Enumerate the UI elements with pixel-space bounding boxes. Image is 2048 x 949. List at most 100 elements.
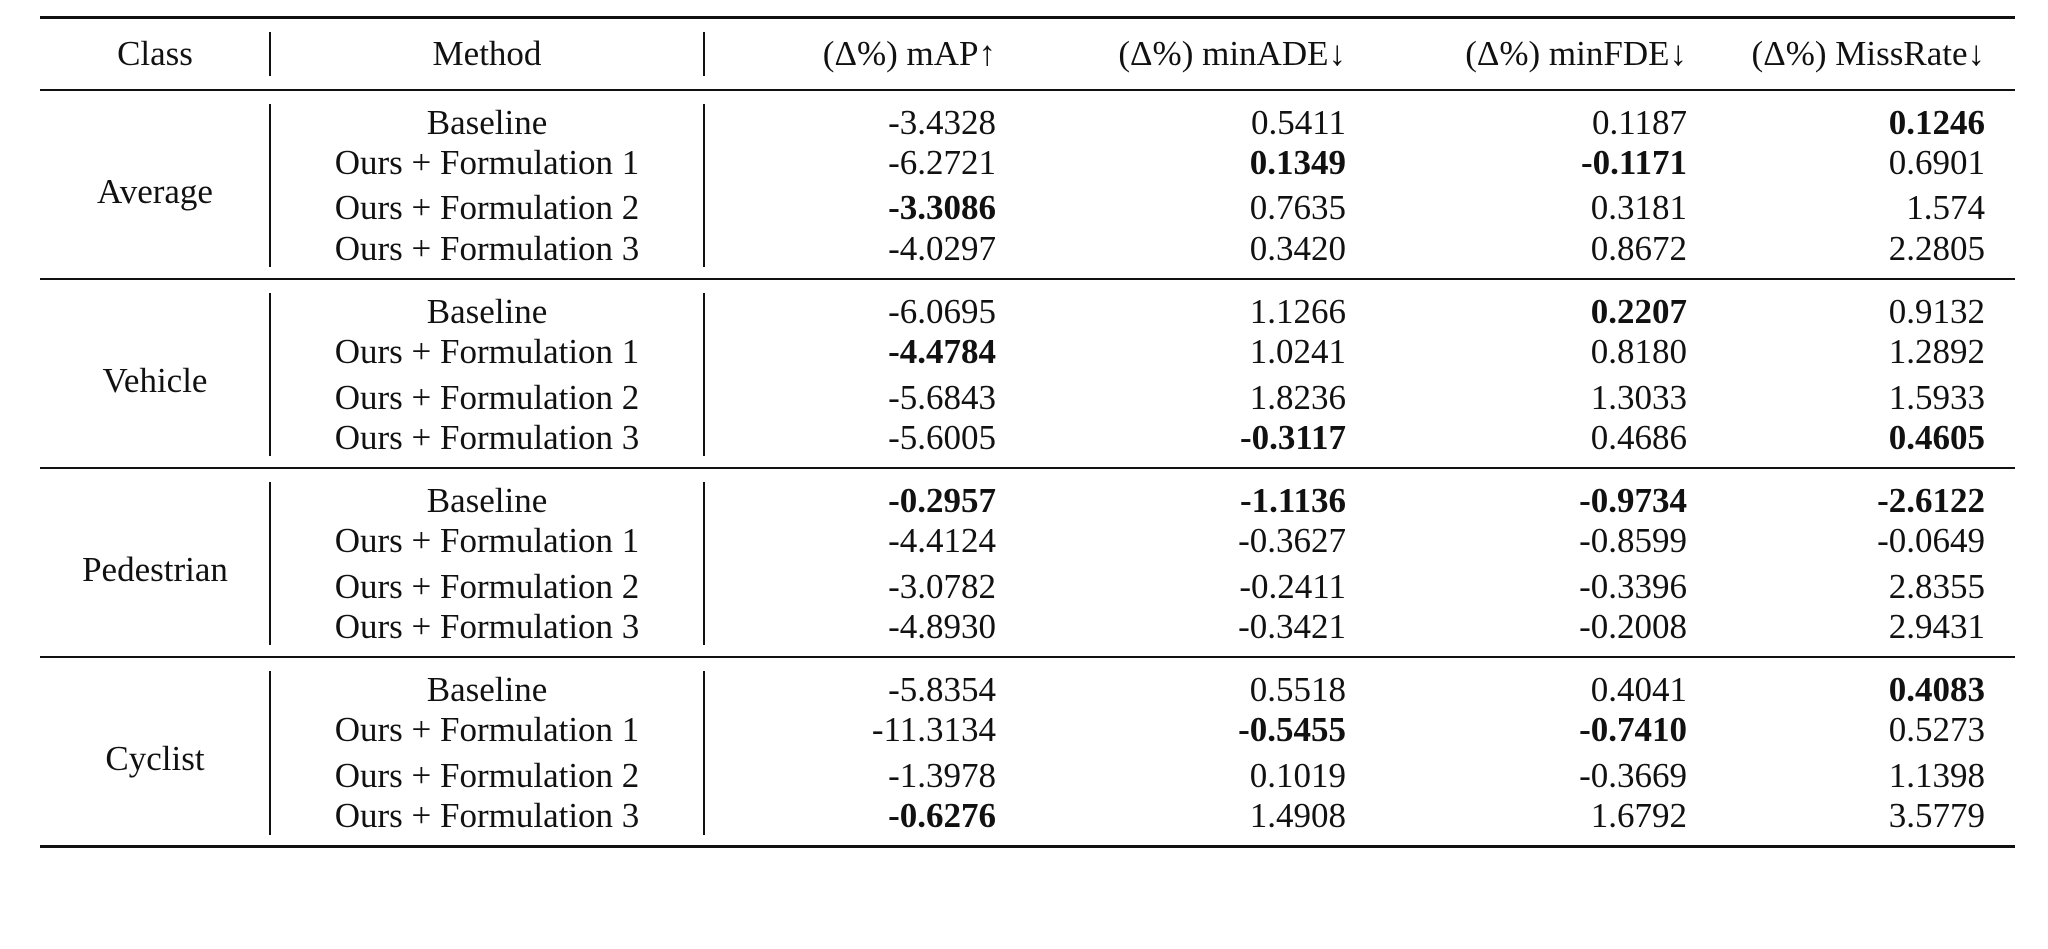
- cell-minfde: 0.3181: [1590, 188, 1687, 228]
- table-row: Ours + Formulation 3 -0.6276 1.4908 1.6792 3…: [40, 798, 2015, 847]
- cell-minfde: 1.3033: [1590, 377, 1687, 417]
- method-cell: Ours + Formulation 1: [334, 331, 640, 371]
- method-cell: Ours + Formulation 1: [334, 710, 640, 750]
- table-row: Vehicle Baseline -6.0695 1.1266 0.2207 0.9132: [40, 279, 2015, 398]
- cell-minfde: 0.8672: [1590, 228, 1687, 268]
- column-separator: [269, 103, 271, 267]
- method-cell: Baseline: [426, 670, 548, 710]
- class-label: Average: [97, 171, 213, 211]
- cell-map: -5.6843: [888, 377, 996, 417]
- table-row: Ours + Formulation 1 -4.4124 -0.3627 -0.859…: [40, 518, 2015, 564]
- table-row: Ours + Formulation 3 -4.8930 -0.3421 -0.200…: [40, 609, 2015, 657]
- method-cell: Baseline: [426, 102, 548, 142]
- header-minade: (Δ%) minADE↓: [1118, 33, 1346, 73]
- cell-missrate: 0.1246: [1888, 102, 1985, 142]
- cell-minfde: -0.1171: [1581, 142, 1687, 182]
- cell-missrate: 0.5273: [1888, 710, 1985, 750]
- table-row: Ours + Formulation 3 -4.0297 0.3420 0.8672 2…: [40, 231, 2015, 279]
- group-cyclist: Cyclist Baseline -5.8354 0.5518 0.4041 0.4083…: [40, 657, 2015, 847]
- cell-minade: 0.7635: [1249, 188, 1346, 228]
- method-cell: Ours + Formulation 1: [334, 142, 640, 182]
- method-cell: Ours + Formulation 3: [334, 228, 640, 268]
- column-separator: [269, 481, 271, 646]
- table-row: Ours + Formulation 2 -3.0782 -0.2411 -0.339…: [40, 563, 2015, 609]
- cell-missrate: 1.1398: [1888, 755, 1985, 795]
- class-label: Vehicle: [102, 360, 208, 400]
- cell-map: -3.4328: [888, 102, 996, 142]
- column-separator: [703, 292, 705, 456]
- cell-missrate: -0.0649: [1877, 521, 1985, 561]
- header-missrate: (Δ%) MissRate↓: [1751, 33, 1985, 73]
- cell-map: -6.2721: [888, 142, 996, 182]
- column-separator: [703, 31, 705, 76]
- cell-minade: 0.5411: [1251, 102, 1346, 142]
- group-vehicle: Vehicle Baseline -6.0695 1.1266 0.2207 0.9132…: [40, 279, 2015, 468]
- table-row: Ours + Formulation 1 -6.2721 0.1349 -0.1171…: [40, 140, 2015, 186]
- cell-map: -3.3086: [888, 188, 996, 228]
- table-row: Ours + Formulation 1 -11.3134 -0.5455 -0.74…: [40, 707, 2015, 753]
- table-row: Ours + Formulation 3 -5.6005 -0.3117 0.4686…: [40, 420, 2015, 468]
- cell-minade: 1.1266: [1249, 291, 1346, 331]
- cell-map: -4.4124: [888, 521, 996, 561]
- method-cell: Ours + Formulation 1: [334, 521, 640, 561]
- table-row: Average Baseline -3.4328 0.5411 0.1187 0.1246: [40, 90, 2015, 209]
- cell-missrate: 0.4083: [1888, 670, 1985, 710]
- cell-minade: 0.5518: [1249, 670, 1346, 710]
- cell-map: -0.2957: [888, 480, 996, 520]
- method-cell: Ours + Formulation 3: [334, 796, 640, 836]
- cell-minade: -0.3117: [1240, 417, 1346, 457]
- method-cell: Baseline: [426, 291, 548, 331]
- cell-missrate: 1.5933: [1888, 377, 1985, 417]
- column-separator: [269, 671, 271, 835]
- column-separator: [703, 103, 705, 267]
- cell-minade: -0.3627: [1238, 521, 1346, 561]
- cell-missrate: -2.6122: [1877, 480, 1985, 520]
- method-cell: Ours + Formulation 2: [334, 566, 640, 606]
- method-cell: Ours + Formulation 3: [334, 417, 640, 457]
- cell-minade: 0.1349: [1249, 142, 1346, 182]
- cell-minfde: 0.4041: [1590, 670, 1687, 710]
- table-row: Cyclist Baseline -5.8354 0.5518 0.4041 0.4083: [40, 657, 2015, 776]
- cell-minade: 1.4908: [1249, 796, 1346, 836]
- cell-map: -4.8930: [888, 607, 996, 647]
- table-row: Pedestrian Baseline -0.2957 -1.1136 -0.9734-…: [40, 468, 2015, 587]
- method-cell: Baseline: [426, 480, 548, 520]
- cell-minfde: 0.2207: [1590, 291, 1687, 331]
- table-row: Ours + Formulation 2 -1.3978 0.1019 -0.3669…: [40, 753, 2015, 799]
- cell-minfde: -0.3669: [1579, 755, 1687, 795]
- header-map: (Δ%) mAP↑: [822, 33, 996, 73]
- class-label: Cyclist: [105, 739, 205, 779]
- method-cell: Ours + Formulation 3: [334, 607, 640, 647]
- table-row: Ours + Formulation 1 -4.4784 1.0241 0.8180 1…: [40, 329, 2015, 375]
- cell-minfde: 0.4686: [1590, 417, 1687, 457]
- column-separator: [703, 671, 705, 835]
- table-header: Class Method (Δ%) mAP↑ (Δ%) minADE↓ (Δ%)…: [40, 17, 2015, 90]
- cell-map: -5.6005: [888, 417, 996, 457]
- cell-missrate: 1.574: [1906, 188, 1985, 228]
- cell-minfde: 0.1187: [1592, 102, 1687, 142]
- method-cell: Ours + Formulation 2: [334, 188, 640, 228]
- cell-minade: -0.2411: [1239, 566, 1346, 606]
- header-class: Class: [117, 33, 193, 73]
- cell-map: -11.3134: [871, 710, 996, 750]
- header-row: Class Method (Δ%) mAP↑ (Δ%) minADE↓ (Δ%)…: [40, 17, 2015, 90]
- column-separator: [269, 31, 271, 76]
- cell-minfde: -0.7410: [1579, 710, 1687, 750]
- cell-minade: -0.5455: [1238, 710, 1346, 750]
- cell-missrate: 0.9132: [1888, 291, 1985, 331]
- cell-minfde: -0.2008: [1579, 607, 1687, 647]
- cell-missrate: 0.4605: [1888, 417, 1985, 457]
- cell-map: -6.0695: [888, 291, 996, 331]
- cell-minfde: 1.6792: [1590, 796, 1687, 836]
- cell-minfde: -0.3396: [1579, 566, 1687, 606]
- cell-map: -5.8354: [888, 670, 996, 710]
- cell-missrate: 1.2892: [1888, 331, 1985, 371]
- cell-missrate: 2.8355: [1888, 566, 1985, 606]
- cell-minade: 1.0241: [1249, 331, 1346, 371]
- cell-missrate: 3.5779: [1888, 796, 1985, 836]
- class-label: Pedestrian: [82, 549, 228, 589]
- cell-missrate: 2.2805: [1888, 228, 1985, 268]
- method-cell: Ours + Formulation 2: [334, 377, 640, 417]
- header-minfde: (Δ%) minFDE↓: [1465, 33, 1687, 73]
- method-cell: Ours + Formulation 2: [334, 755, 640, 795]
